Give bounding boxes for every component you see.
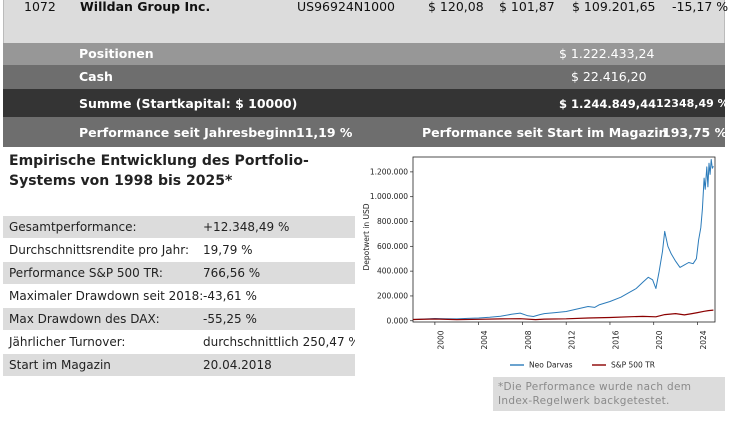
stock-name: Willdan Group Inc. [80,0,211,14]
stock-buy-price: $ 120,08 [428,0,484,14]
stat-row: Gesamtperformance: +12.348,49 % [3,216,355,238]
legend-label: Neo Darvas [529,361,573,370]
positions-row: Positionen $ 1.222.433,24 [3,43,725,65]
cash-label: Cash [79,69,113,84]
y-tick-label: 400.000 [377,267,408,276]
stat-row: Maximaler Drawdown seit 2018: -43,61 % [3,285,355,307]
stat-row: Performance S&P 500 TR: 766,56 % [3,262,355,284]
table-row-stock: 1072 Willdan Group Inc. US96924N1000 $ 1… [3,0,729,43]
stat-label: Max Drawdown des DAX: [9,312,160,326]
y-axis-label: Depotwert in USD [362,203,371,270]
x-tick-label: 2020 [655,330,664,349]
stat-value: -43,61 % [203,289,257,303]
stat-row: Jährlicher Turnover: durchschnittlich 25… [3,331,360,353]
stock-value: $ 109.201,65 [572,0,656,14]
sum-percent: 12348,49 % [656,97,729,110]
stat-label: Durchschnittsrendite pro Jahr: [9,243,189,257]
stat-label: Maximaler Drawdown seit 2018: [9,289,204,303]
performance-row: Performance seit Jahresbeginn 11,19 % Pe… [3,117,728,147]
y-tick-label: 200.000 [377,291,408,300]
sum-value: $ 1.244.849,44 [559,97,657,111]
stat-label: Jährlicher Turnover: [9,335,126,349]
performance-start-value: 193,75 % [662,125,728,140]
stat-row: Max Drawdown des DAX: -55,25 % [3,308,355,330]
x-tick-label: 2016 [611,330,620,349]
cash-row: Cash $ 22.416,20 [3,65,725,89]
stat-value: 19,79 % [203,243,253,257]
y-tick-label: 1.200.000 [370,167,408,176]
performance-chart-svg: 0.000 200.000 400.000 600.000 800.000 1.000.0… [362,156,716,370]
backtest-footnote: *Die Performance wurde nach dem Index-Re… [493,377,725,411]
sum-row: Summe (Startkapital: $ 10000) $ 1.244.84… [3,89,729,117]
cash-value: $ 22.416,20 [571,69,647,84]
stock-current-price: $ 101,87 [499,0,555,14]
performance-ytd-label: Performance seit Jahresbeginn [79,125,297,140]
x-tick-label: 2024 [699,330,708,349]
position-number: 1072 [24,0,56,14]
stock-isin: US96924N1000 [297,0,396,14]
stat-label: Gesamtperformance: [9,220,137,234]
stat-label: Performance S&P 500 TR: [9,266,163,280]
portfolio-stats: Empirische Entwicklung des Portfolio-Sys… [3,147,360,376]
performance-start-label: Performance seit Start im Magazin [422,125,668,140]
x-tick-label: 2012 [568,330,577,349]
stat-row: Start im Magazin 20.04.2018 [3,354,355,376]
y-tick-label: 600.000 [377,242,408,251]
x-tick-label: 2008 [524,330,533,349]
x-tick-label: 2004 [480,330,489,349]
performance-ytd-value: 11,19 % [296,125,353,140]
positions-value: $ 1.222.433,24 [559,46,655,61]
series-line-s-p-500-tr [412,309,714,321]
positions-label: Positionen [79,46,154,61]
stock-change: -15,17 % [672,0,729,14]
stat-value: durchschnittlich 250,47 % [203,335,360,349]
plot-frame [412,156,716,323]
sum-label: Summe (Startkapital: $ 10000) [79,96,298,111]
stats-title: Empirische Entwicklung des Portfolio-Sys… [9,153,309,189]
legend-label: S&P 500 TR [611,361,655,370]
stat-label: Start im Magazin [9,358,111,372]
stat-value: 766,56 % [203,266,261,280]
y-tick-label: 0.000 [387,316,409,325]
y-tick-label: 800.000 [377,217,408,226]
performance-chart: 0.000 200.000 400.000 600.000 800.000 1.000.0… [355,147,725,377]
stat-value: -55,25 % [203,312,257,326]
x-tick-label: 2000 [436,330,445,349]
stat-row: Durchschnittsrendite pro Jahr: 19,79 % [3,239,355,261]
stat-value: 20.04.2018 [203,358,272,372]
y-tick-label: 1.000.000 [370,192,408,201]
stat-value: +12.348,49 % [203,220,290,234]
series-line-neo-darvas [412,159,714,320]
